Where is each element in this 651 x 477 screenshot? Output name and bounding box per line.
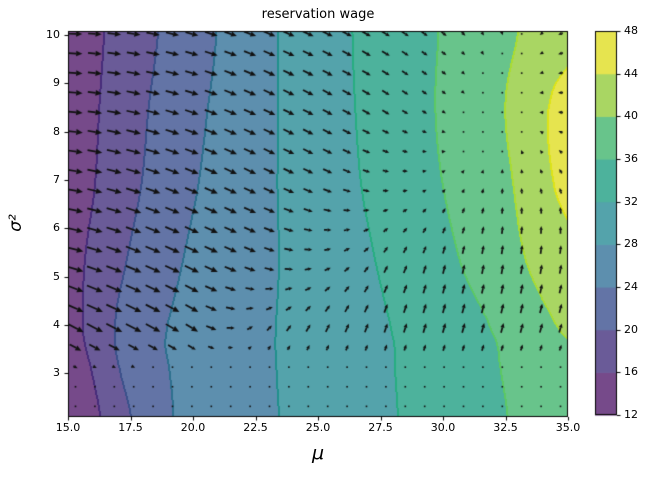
- y-tick-label: 5: [53, 269, 60, 283]
- x-tick-label: 32.5: [493, 421, 518, 434]
- colorbar-tick-label: 32: [624, 194, 638, 208]
- y-tick-label: 9: [53, 76, 60, 90]
- x-tick-label: 22.5: [243, 421, 268, 434]
- colorbar-tick-label: 44: [624, 66, 638, 80]
- x-axis-label: μ: [311, 442, 325, 464]
- y-tick-label: 10: [46, 27, 60, 41]
- colorbar-tick-label: 40: [624, 109, 638, 123]
- y-tick-label: 3: [53, 366, 60, 380]
- x-tick-label: 15.0: [55, 421, 81, 434]
- colorbar-tick-label: 16: [624, 365, 638, 379]
- colorbar-tick-label: 36: [624, 152, 638, 165]
- colorbar-tick-label: 20: [624, 322, 638, 336]
- x-tick-label: 27.5: [368, 421, 393, 434]
- y-axis-label: σ²: [6, 214, 26, 232]
- y-axis-label-wrap: σ²: [3, 201, 29, 245]
- x-tick-label: 20.0: [180, 421, 206, 434]
- colorbar-tick-label: 12: [624, 408, 638, 421]
- y-tick-label: 8: [53, 124, 60, 138]
- colorbar-tick-label: 24: [624, 280, 638, 293]
- colorbar-tick-label: 28: [624, 237, 638, 251]
- x-tick-label: 35.0: [555, 421, 581, 434]
- y-tick-label: 7: [53, 172, 60, 186]
- y-tick-label: 6: [53, 221, 60, 235]
- y-tick-label: 4: [53, 318, 60, 332]
- colorbar-tick-label: 48: [624, 24, 638, 37]
- x-tick-label: 30.0: [430, 421, 456, 434]
- plot-title: reservation wage: [261, 7, 375, 22]
- x-tick-label: 17.5: [118, 421, 143, 434]
- x-tick-label: 25.0: [305, 421, 331, 434]
